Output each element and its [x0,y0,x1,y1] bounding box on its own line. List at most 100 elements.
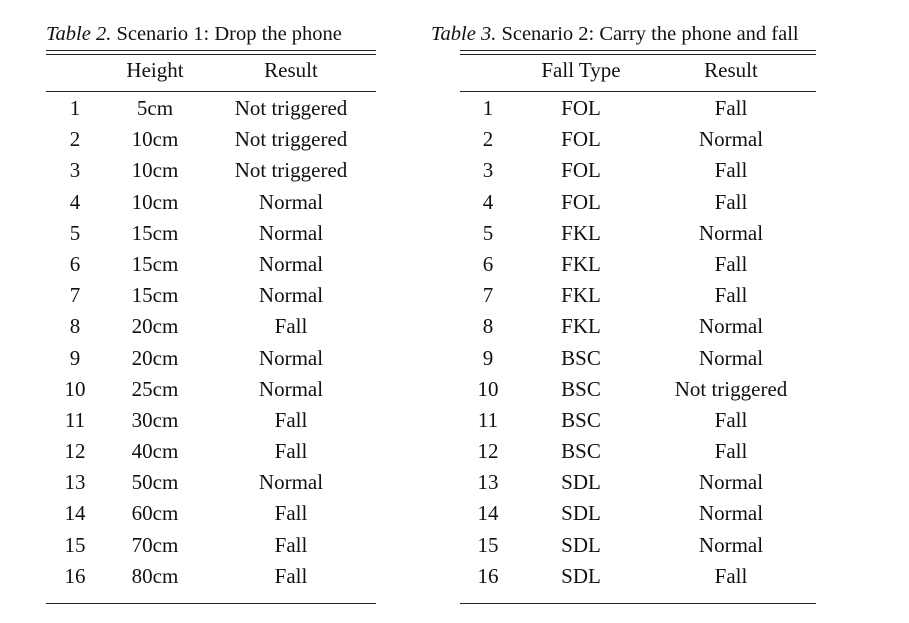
table-row: 14 SDL Normal [431,498,853,529]
result-cell: Normal [258,220,324,245]
row-index-cell: 15 [64,532,86,557]
height-cell: 15cm [131,220,179,245]
result-cell: Normal [698,220,764,245]
row-index-cell: 14 [64,501,86,526]
table-3-header-rule [460,91,816,92]
row-index-cell: 16 [64,563,86,588]
table-row: 3 10cm Not triggered [46,155,376,186]
result-cell: Normal [258,189,324,214]
table-3-header-fall-type: Fall Type [541,58,621,82]
result-cell: Fall [714,407,748,432]
result-cell: Normal [698,345,764,370]
table-row: 15 SDL Normal [431,530,853,561]
row-index-cell: 9 [482,345,494,370]
row-index-cell: 5 [69,220,81,245]
row-index-cell: 6 [69,251,81,276]
table-row: 2 10cm Not triggered [46,124,376,155]
table-2-body: 1 5cm Not triggered 2 10cm Not triggered 3 10cm… [46,93,376,592]
result-cell: Fall [714,158,748,183]
table-2-top-rule-2 [46,54,376,55]
row-index-cell: 13 [64,470,86,495]
table-row: 8 20cm Fall [46,311,376,342]
fall-type-cell: FKL [561,283,601,308]
row-index-cell: 4 [69,189,81,214]
row-index-cell: 8 [69,314,81,339]
row-index-cell: 1 [482,96,494,120]
table-row: 16 80cm Fall [46,561,376,592]
height-cell: 10cm [131,189,179,214]
height-cell: 50cm [131,470,179,495]
table-2-bottom-rule [46,603,376,604]
table-row: 6 15cm Normal [46,249,376,280]
fall-type-cell: FKL [561,314,601,339]
table-row: 7 15cm Normal [46,280,376,311]
result-cell: Not triggered [234,158,348,183]
table-row: 11 30cm Fall [46,405,376,436]
table-row: 1 FOL Fall [431,93,853,124]
table-row: 15 70cm Fall [46,530,376,561]
table-row: 4 FOL Fall [431,187,853,218]
table-3-body: 1 FOL Fall 2 FOL Normal 3 FOL Fall 4 FOL Fall 5 FKL No… [431,93,853,592]
result-cell: Fall [274,314,308,339]
table-row: 14 60cm Fall [46,498,376,529]
height-cell: 15cm [131,283,179,308]
result-cell: Not triggered [234,96,348,120]
table-row: 8 FKL Normal [431,311,853,342]
row-index-cell: 1 [69,96,81,120]
table-row: 12 40cm Fall [46,436,376,467]
result-cell: Normal [258,345,324,370]
height-cell: 10cm [131,127,179,152]
table-2-header-result: Result [264,58,318,82]
row-index-cell: 2 [482,127,494,152]
result-cell: Fall [274,407,308,432]
row-index-cell: 13 [477,470,499,495]
table-row: 1 5cm Not triggered [46,93,376,124]
row-index-cell: 2 [69,127,81,152]
table-3-top-rule-2 [460,54,816,55]
result-cell: Fall [274,439,308,464]
table-row: 13 SDL Normal [431,467,853,498]
table-3-bottom-rule [460,603,816,604]
table-3-caption-title: Scenario 2: Carry the phone and fall [501,23,799,45]
table-3-caption: Table 3. Scenario 2: Carry the phone and… [431,21,799,47]
table-2-header-height: Height [126,58,184,82]
row-index-cell: 10 [64,376,86,401]
fall-type-cell: FOL [561,127,601,152]
table-row: 3 FOL Fall [431,155,853,186]
row-index-cell: 9 [69,345,81,370]
result-cell: Normal [258,470,324,495]
result-cell: Fall [714,251,748,276]
fall-type-cell: SDL [561,532,601,557]
table-3-caption-label: Table 3. [431,23,497,45]
row-index-cell: 11 [477,407,499,432]
table-row: 12 BSC Fall [431,436,853,467]
fall-type-cell: SDL [561,501,601,526]
row-index-cell: 11 [64,407,86,432]
height-cell: 15cm [131,251,179,276]
row-index-cell: 10 [477,376,499,401]
height-cell: 80cm [131,563,179,588]
result-cell: Normal [698,314,764,339]
row-index-cell: 3 [482,158,494,183]
row-index-cell: 12 [64,439,86,464]
result-cell: Normal [258,251,324,276]
row-index-cell: 7 [69,283,81,308]
table-2-caption-label: Table 2. [46,23,112,45]
height-cell: 30cm [131,407,179,432]
height-cell: 10cm [131,158,179,183]
table-3-top-rule-1 [460,50,816,51]
table-row: 2 FOL Normal [431,124,853,155]
result-cell: Not triggered [674,376,788,401]
table-row: 5 FKL Normal [431,218,853,249]
height-cell: 60cm [131,501,179,526]
table-row: 9 20cm Normal [46,343,376,374]
fall-type-cell: FOL [561,158,601,183]
height-cell: 5cm [136,96,174,120]
result-cell: Normal [258,283,324,308]
result-cell: Normal [698,532,764,557]
table-2-header-rule [46,91,376,92]
row-index-cell: 4 [482,189,494,214]
table-2-caption: Table 2. Scenario 1: Drop the phone [46,21,342,47]
height-cell: 40cm [131,439,179,464]
row-index-cell: 3 [69,158,81,183]
